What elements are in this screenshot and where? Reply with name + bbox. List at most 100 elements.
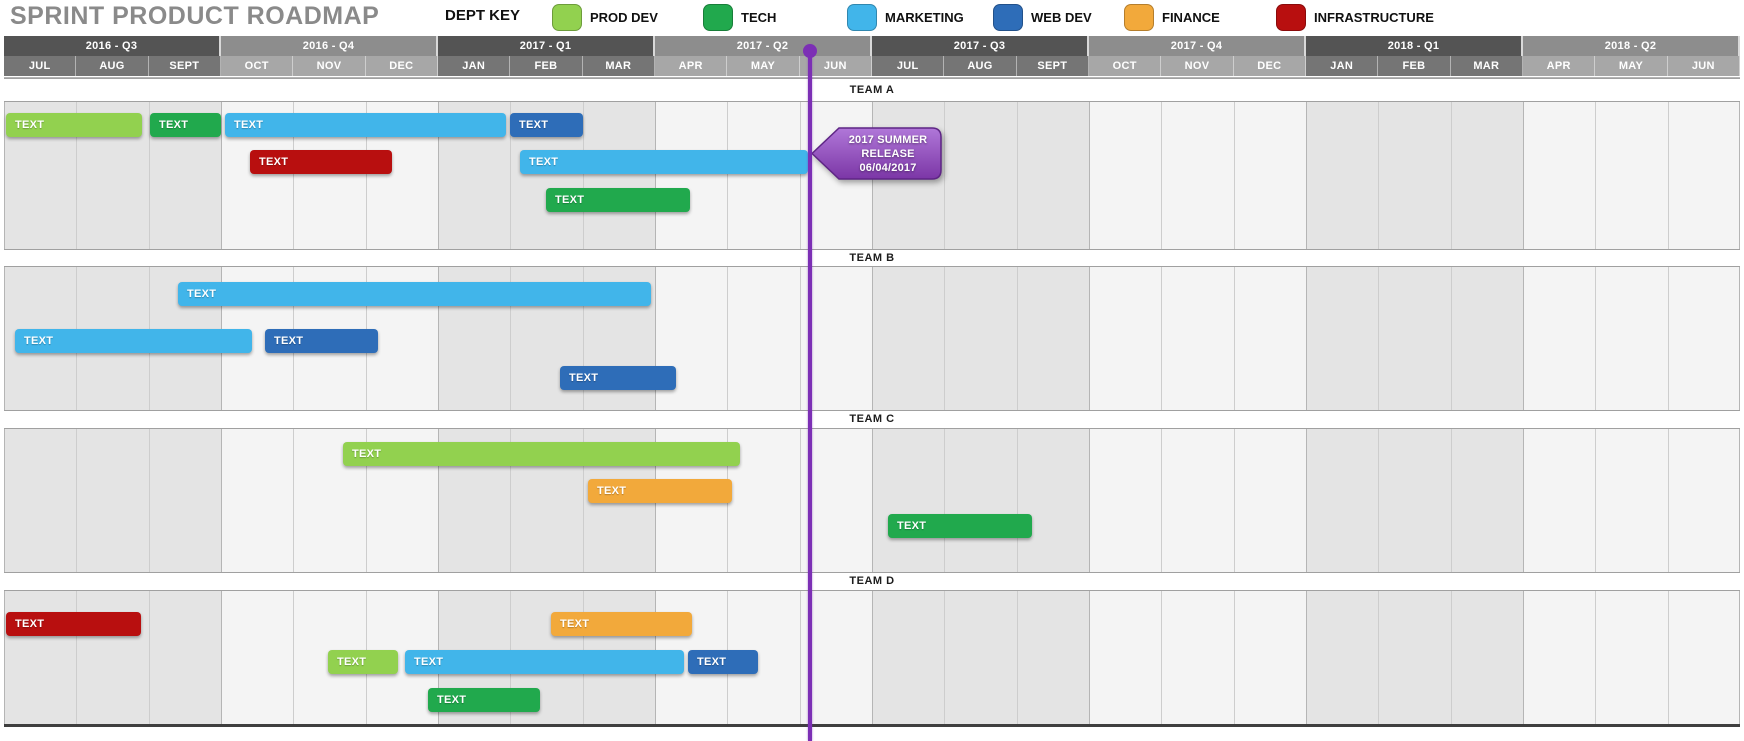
month-gridline xyxy=(1667,77,1669,725)
gantt-bar-prod-dev[interactable]: TEXT xyxy=(328,650,398,674)
quarter-gridline xyxy=(1088,77,1090,725)
quarter-header-2016-Q4: 2016 - Q4 xyxy=(221,36,438,56)
month-header: NOV xyxy=(1161,56,1234,76)
release-milestone-callout[interactable]: 2017 SUMMER RELEASE 06/04/2017 xyxy=(812,126,943,181)
callout-arrow-shape xyxy=(812,127,942,180)
month-header: AUG xyxy=(76,56,149,76)
gantt-bar-finance[interactable]: TEXT xyxy=(551,612,692,636)
month-header: OCT xyxy=(221,56,294,76)
month-gridline xyxy=(148,77,150,725)
gantt-bar-marketing[interactable]: TEXT xyxy=(225,113,506,137)
month-gridline xyxy=(1016,77,1018,725)
table-bottom-border xyxy=(4,724,1740,727)
month-gridline xyxy=(1450,77,1452,725)
team-band-team-c: TEAM C xyxy=(4,410,1740,429)
quarter-column-bg xyxy=(872,77,1089,725)
callout-line2: RELEASE xyxy=(861,147,915,160)
gantt-bar-tech[interactable]: TEXT xyxy=(150,113,221,137)
month-gridline xyxy=(365,77,367,725)
legend-label: TECH xyxy=(741,10,777,25)
month-header: SEPT xyxy=(148,56,221,76)
milestone-today-line xyxy=(808,45,812,741)
month-gridline xyxy=(799,77,801,725)
month-gridline xyxy=(1161,77,1163,725)
team-band-team-b: TEAM B xyxy=(4,249,1740,267)
page-title: SPRINT PRODUCT ROADMAP xyxy=(10,2,380,30)
legend-swatch-prod-dev-icon xyxy=(552,4,582,31)
gantt-bar-tech[interactable]: TEXT xyxy=(888,514,1032,538)
gantt-bar-finance[interactable]: TEXT xyxy=(588,479,732,503)
legend-label: MARKETING xyxy=(885,10,964,25)
month-header: JUN xyxy=(1667,56,1740,76)
gantt-bar-tech[interactable]: TEXT xyxy=(428,688,540,712)
legend-swatch-finance-icon xyxy=(1124,4,1154,31)
month-header: JUL xyxy=(4,56,77,76)
legend-label: WEB DEV xyxy=(1031,10,1092,25)
callout-text: 2017 SUMMER RELEASE 06/04/2017 xyxy=(836,126,940,181)
gantt-bar-web-dev[interactable]: TEXT xyxy=(688,650,758,674)
dept-key-label: DEPT KEY xyxy=(445,7,521,24)
quarter-header-2018-Q2: 2018 - Q2 xyxy=(1523,36,1740,56)
month-header: MAY xyxy=(1595,56,1668,76)
quarter-gridline xyxy=(437,77,439,725)
legend-label: FINANCE xyxy=(1162,10,1220,25)
month-gridline xyxy=(1378,77,1380,725)
month-header: MAR xyxy=(1450,56,1523,76)
month-header: JUL xyxy=(872,56,945,76)
legend-swatch-marketing-icon xyxy=(847,4,877,31)
quarter-header-2017-Q1: 2017 - Q1 xyxy=(438,36,655,56)
quarter-gridline xyxy=(1522,77,1524,725)
month-header: SEPT xyxy=(1016,56,1089,76)
month-gridline xyxy=(293,77,295,725)
team-band-team-d: TEAM D xyxy=(4,572,1740,591)
month-gridline xyxy=(510,77,512,725)
quarter-gridline xyxy=(871,77,873,725)
quarter-header-2017-Q2: 2017 - Q2 xyxy=(655,36,872,56)
team-band-team-a: TEAM A xyxy=(4,78,1740,102)
quarter-gridline xyxy=(220,77,222,725)
quarter-header-2018-Q1: 2018 - Q1 xyxy=(1306,36,1523,56)
gantt-bar-prod-dev[interactable]: TEXT xyxy=(343,442,740,466)
quarter-column-bg xyxy=(1089,77,1306,725)
quarter-column-bg xyxy=(1523,77,1740,725)
month-header: MAR xyxy=(582,56,655,76)
gantt-bar-marketing[interactable]: TEXT xyxy=(15,329,252,353)
legend-swatch-web-dev-icon xyxy=(993,4,1023,31)
gantt-bar-infrastructure[interactable]: TEXT xyxy=(250,150,392,174)
quarter-column-bg xyxy=(221,77,438,725)
month-gridline xyxy=(582,77,584,725)
quarter-gridline xyxy=(654,77,656,725)
month-header: OCT xyxy=(1089,56,1162,76)
quarter-column-bg xyxy=(1306,77,1523,725)
month-header: FEB xyxy=(1378,56,1451,76)
quarter-gridline xyxy=(1305,77,1307,725)
month-header: APR xyxy=(655,56,728,76)
month-header: NOV xyxy=(293,56,366,76)
month-gridline xyxy=(727,77,729,725)
gantt-bar-web-dev[interactable]: TEXT xyxy=(265,329,378,353)
month-header: JAN xyxy=(1306,56,1379,76)
month-header: JUN xyxy=(799,56,872,76)
gantt-bar-prod-dev[interactable]: TEXT xyxy=(6,113,142,137)
month-header: FEB xyxy=(510,56,583,76)
callout-line3: 06/04/2017 xyxy=(859,161,917,174)
month-header: DEC xyxy=(365,56,438,76)
legend-label: INFRASTRUCTURE xyxy=(1314,10,1434,25)
gantt-bar-web-dev[interactable]: TEXT xyxy=(560,366,676,390)
month-header: APR xyxy=(1523,56,1596,76)
month-gridline xyxy=(1233,77,1235,725)
quarter-header-2016-Q3: 2016 - Q3 xyxy=(4,36,221,56)
quarter-header-2017-Q3: 2017 - Q3 xyxy=(872,36,1089,56)
gantt-bar-marketing[interactable]: TEXT xyxy=(178,282,651,306)
gantt-bar-marketing[interactable]: TEXT xyxy=(405,650,684,674)
month-header: JAN xyxy=(438,56,511,76)
gantt-bar-marketing[interactable]: TEXT xyxy=(520,150,808,174)
legend-label: PROD DEV xyxy=(590,10,658,25)
month-header: MAY xyxy=(727,56,800,76)
gantt-bar-web-dev[interactable]: TEXT xyxy=(510,113,583,137)
month-header: AUG xyxy=(944,56,1017,76)
month-header: DEC xyxy=(1233,56,1306,76)
gantt-bar-tech[interactable]: TEXT xyxy=(546,188,690,212)
gantt-bar-infrastructure[interactable]: TEXT xyxy=(6,612,141,636)
